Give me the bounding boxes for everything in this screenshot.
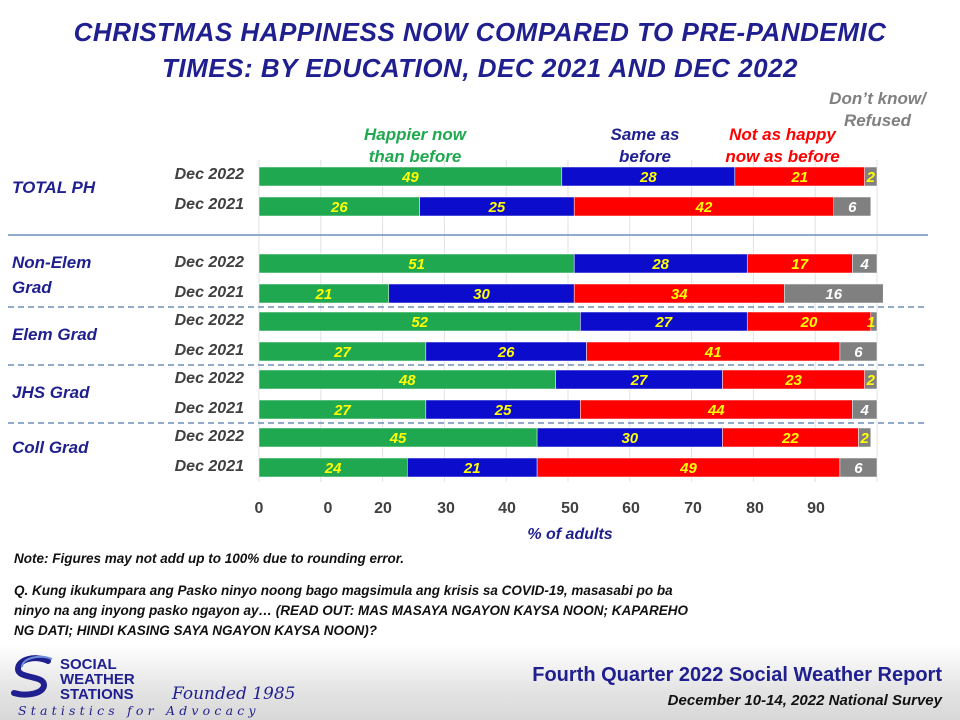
bar-value-label: 21: [315, 286, 333, 303]
x-tick-label: 0: [255, 500, 264, 517]
bar-value-label: 41: [704, 344, 722, 361]
bar-dont-know: [839, 457, 878, 478]
group-label-jhs-grad: JHS Grad: [12, 383, 90, 402]
bar-value-label: 27: [333, 344, 351, 361]
group-label-coll-grad: Coll Grad: [12, 438, 89, 457]
group-label-non-elem-grad: Non-Elem Grad: [12, 253, 92, 297]
bar-value-label: 1: [867, 314, 875, 331]
chart-title-line-1: CHRISTMAS HAPPINESS NOW COMPARED TO PRE-…: [73, 17, 887, 47]
bar-value-label: 2: [866, 372, 876, 389]
bar-value-label: 22: [781, 430, 799, 447]
bar-dont-know: [839, 341, 878, 362]
sws-logo-icon: [11, 655, 53, 698]
bar-value-label: 4: [859, 256, 869, 273]
bar-value-label: 28: [651, 256, 669, 273]
group-label-total-ph: TOTAL PH: [12, 178, 96, 197]
footer: [0, 645, 960, 720]
row-label: Dec 2022: [174, 312, 244, 329]
tagline: Statistics for Advocacy: [18, 703, 260, 718]
bar-value-label: 25: [494, 402, 512, 419]
bar-value-label: 49: [401, 169, 419, 186]
bar-value-label: 28: [639, 169, 657, 186]
bar-value-label: 27: [630, 372, 648, 389]
bar-value-label: 42: [695, 199, 713, 216]
bar-dont-know: [852, 399, 878, 420]
bar-value-label: 51: [408, 256, 425, 273]
row-label: Dec 2021: [174, 400, 244, 417]
row-label: Dec 2022: [174, 166, 244, 183]
bar-dont-know: [858, 427, 872, 448]
bar-value-label: 23: [784, 372, 802, 389]
row-label: Dec 2021: [174, 342, 244, 359]
bar-value-label: 27: [654, 314, 672, 331]
x-tick-label: 50: [561, 500, 579, 517]
row-label: Dec 2021: [174, 196, 244, 213]
bar-value-label: 34: [671, 286, 688, 303]
bar-value-label: 44: [707, 402, 725, 419]
bar-dont-know: [833, 196, 872, 217]
bar-value-label: 27: [333, 402, 351, 419]
bar-value-label: 52: [411, 314, 428, 331]
survey-date: December 10-14, 2022 National Survey: [667, 692, 942, 709]
group-label-elem-grad: Elem Grad: [12, 325, 98, 344]
bar-value-label: 21: [790, 169, 808, 186]
x-tick-label: 40: [498, 500, 516, 517]
bar-dont-know: [852, 253, 878, 274]
report-title: Fourth Quarter 2022 Social Weather Repor…: [532, 664, 942, 686]
x-tick-label: 0: [324, 500, 333, 517]
legend-same: Same as before: [610, 125, 680, 166]
bar-value-label: 4: [859, 402, 869, 419]
question-text: Q. Kung ikukumpara ang Pasko ninyo noong…: [14, 583, 689, 638]
bar-value-label: 20: [800, 314, 818, 331]
x-axis-label: % of adults: [527, 526, 612, 543]
bar-value-label: 49: [679, 460, 697, 477]
x-tick-label: 60: [622, 500, 640, 517]
bar-value-label: 26: [497, 344, 515, 361]
x-tick-label: 80: [746, 500, 764, 517]
bar-value-label: 45: [389, 430, 407, 447]
row-label: Dec 2021: [174, 458, 244, 475]
bar-value-label: 24: [324, 460, 342, 477]
org-name: SOCIAL WEATHER STATIONS: [60, 656, 135, 703]
bar-value-label: 26: [330, 199, 348, 216]
x-tick-label: 20: [374, 500, 392, 517]
bar-value-label: 6: [854, 460, 863, 477]
bar-value-label: 30: [621, 430, 638, 447]
legend-dont-know: Don’t know/ Refused: [829, 89, 926, 130]
row-label: Dec 2022: [174, 428, 244, 445]
x-tick-label: 30: [437, 500, 455, 517]
legend-happier: Happier now than before: [363, 125, 466, 166]
bar-dont-know: [784, 283, 884, 304]
bar-value-label: 17: [791, 256, 808, 273]
bar-value-label: 2: [859, 430, 869, 447]
bar-value-label: 25: [488, 199, 506, 216]
bar-value-label: 6: [854, 344, 863, 361]
founded-text: Founded 1985: [172, 684, 296, 704]
bar-dont-know: [870, 311, 878, 332]
bar-value-label: 48: [398, 372, 416, 389]
bar-value-label: 21: [463, 460, 481, 477]
bar-dont-know: [864, 166, 878, 187]
bar-value-label: 16: [825, 286, 842, 303]
bar-value-label: 6: [848, 199, 857, 216]
x-tick-label: 90: [807, 500, 825, 517]
row-label: Dec 2022: [174, 370, 244, 387]
row-label: Dec 2022: [174, 254, 244, 271]
legend-not-as-happy: Not as happy now as before: [725, 125, 840, 166]
bar-value-label: 30: [473, 286, 490, 303]
chart-title-line-2: TIMES: BY EDUCATION, DEC 2021 AND DEC 20…: [162, 53, 798, 83]
x-tick-label: 70: [684, 500, 702, 517]
row-label: Dec 2021: [174, 284, 244, 301]
rounding-note: Note: Figures may not add up to 100% due…: [14, 551, 405, 566]
bar-dont-know: [864, 369, 878, 390]
bar-value-label: 2: [866, 169, 876, 186]
